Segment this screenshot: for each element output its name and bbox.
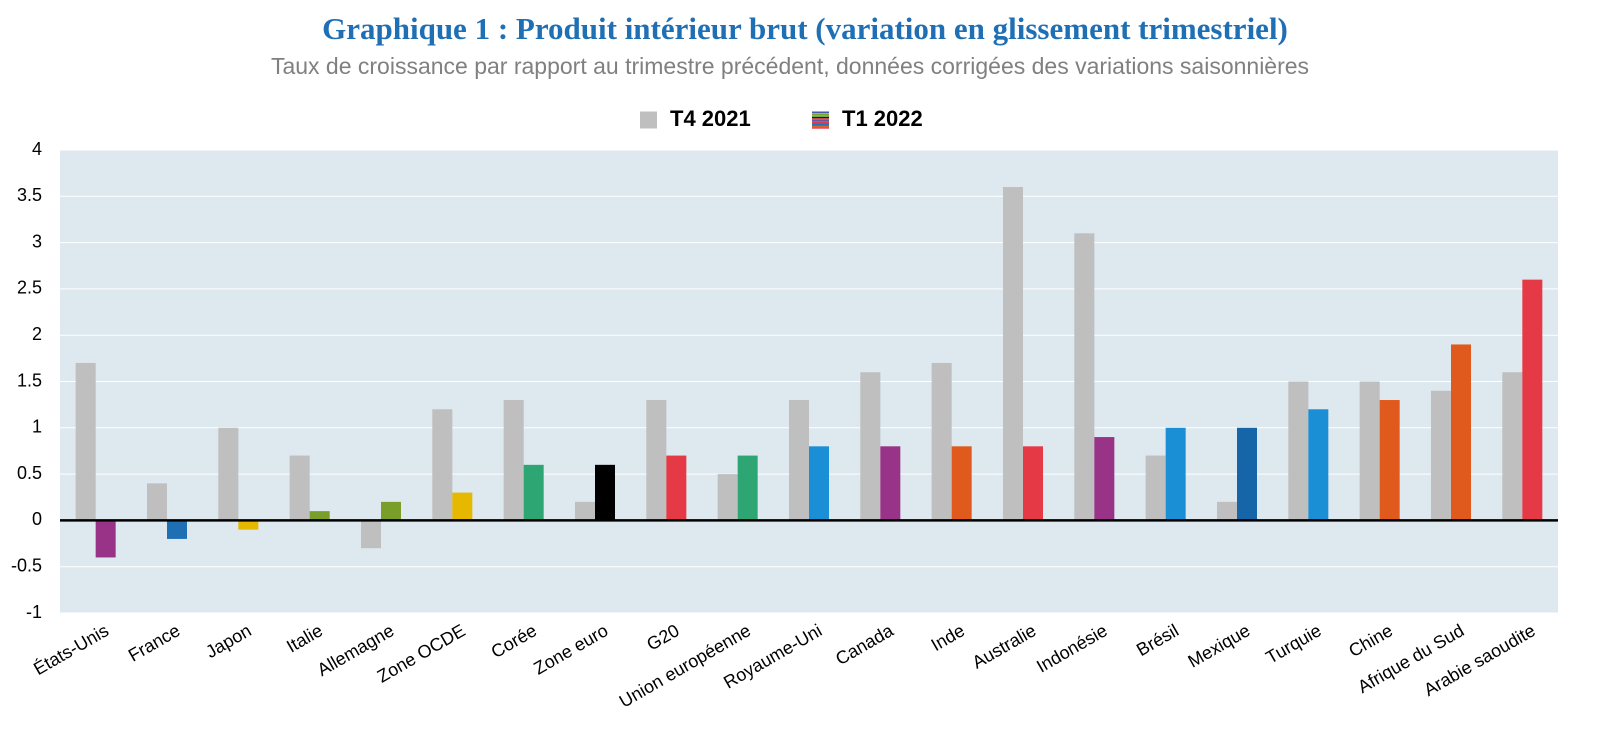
- bar: [167, 520, 187, 539]
- legend-swatch: [812, 111, 829, 113]
- bar: [646, 400, 667, 521]
- bar: [575, 501, 595, 521]
- legend-swatch: [812, 118, 829, 120]
- x-tick-label: Australie: [969, 620, 1040, 672]
- bar: [595, 464, 615, 521]
- bar: [809, 446, 829, 521]
- bar: [75, 362, 96, 521]
- bar: [1217, 501, 1237, 521]
- x-tick-label: G20: [643, 620, 682, 654]
- bar: [1003, 187, 1023, 521]
- legend-swatch: [812, 122, 829, 124]
- bar: [666, 455, 687, 521]
- legend-swatch: [812, 112, 829, 114]
- legend-swatch: [812, 116, 829, 118]
- y-tick-label: 3.5: [17, 185, 42, 205]
- bar: [238, 520, 259, 530]
- y-tick-label: -1: [26, 602, 42, 622]
- bar: [1522, 279, 1543, 521]
- legend-swatch: [812, 113, 829, 115]
- bar: [1308, 409, 1329, 521]
- bar: [717, 474, 738, 521]
- bar: [1431, 390, 1451, 521]
- legend-swatch: [812, 126, 829, 128]
- legend-swatch: [812, 126, 829, 128]
- legend-swatch: [812, 119, 829, 121]
- legend-swatch: [812, 120, 829, 122]
- bar: [737, 455, 758, 521]
- bar: [1023, 446, 1043, 521]
- legend-swatch: [812, 122, 829, 124]
- y-tick-label: -0.5: [11, 555, 42, 575]
- bar: [1145, 455, 1166, 521]
- bar: [880, 446, 901, 521]
- x-tick-label: Brésil: [1133, 620, 1182, 660]
- bar: [381, 501, 401, 521]
- bar: [523, 464, 544, 521]
- y-tick-label: 4: [32, 139, 42, 159]
- x-tick-label: Indonésie: [1033, 620, 1111, 676]
- legend-swatch: [812, 114, 829, 116]
- legend-label: T4 2021: [670, 106, 751, 131]
- x-tick-label: États-Unis: [30, 620, 112, 679]
- bar: [1379, 400, 1400, 521]
- legend-swatch: [812, 115, 829, 117]
- x-tick-label: Canada: [832, 620, 897, 669]
- y-tick-label: 2: [32, 324, 42, 344]
- legend-swatch: [640, 111, 657, 129]
- legend-label: T1 2022: [842, 106, 923, 131]
- y-tick-label: 3: [32, 231, 42, 251]
- x-tick-label: Corée: [488, 620, 540, 662]
- bar: [860, 372, 881, 521]
- y-tick-label: 0.5: [17, 463, 42, 483]
- bar: [789, 400, 809, 521]
- legend-swatch: [812, 123, 829, 125]
- chart-subtitle: Taux de croissance par rapport au trimes…: [271, 53, 1309, 79]
- bar: [289, 455, 310, 521]
- x-tick-label: Zone euro: [530, 620, 611, 678]
- chart-title: Graphique 1 : Produit intérieur brut (va…: [322, 11, 1288, 46]
- bar: [147, 483, 167, 521]
- bar: [1165, 427, 1186, 521]
- bar: [951, 446, 972, 521]
- bar: [1451, 344, 1471, 521]
- bar: [1237, 427, 1257, 521]
- y-tick-label: 0: [32, 509, 42, 529]
- y-tick-label: 1: [32, 417, 42, 437]
- x-tick-label: Italie: [283, 620, 326, 656]
- x-tick-label: Turquie: [1262, 620, 1324, 668]
- bar: [95, 520, 116, 558]
- y-tick-label: 1.5: [17, 370, 42, 390]
- bar: [931, 362, 952, 521]
- bar: [1094, 437, 1115, 521]
- bar: [1359, 381, 1380, 521]
- bar: [503, 400, 524, 521]
- x-tick-label: Chine: [1345, 620, 1396, 661]
- legend-swatch: [812, 127, 829, 129]
- legend-swatch: [812, 113, 829, 115]
- x-tick-label: Japon: [202, 620, 254, 662]
- legend-swatch: [812, 125, 829, 127]
- bar: [309, 511, 330, 521]
- bar: [1288, 381, 1309, 521]
- bar: [361, 520, 381, 549]
- legend-swatch: [812, 124, 829, 126]
- y-tick-label: 2.5: [17, 278, 42, 298]
- x-tick-label: Union européenne: [616, 620, 754, 711]
- bar: [432, 409, 453, 521]
- x-tick-label: Mexique: [1184, 620, 1253, 671]
- x-tick-label: France: [125, 620, 184, 665]
- bar: [218, 427, 239, 521]
- x-tick-label: Inde: [928, 620, 968, 655]
- legend-swatch: [812, 117, 829, 119]
- bar: [1502, 372, 1523, 521]
- bar: [452, 492, 473, 521]
- legend-swatch: [812, 117, 829, 119]
- legend-swatch: [812, 121, 829, 123]
- bar: [1074, 233, 1095, 521]
